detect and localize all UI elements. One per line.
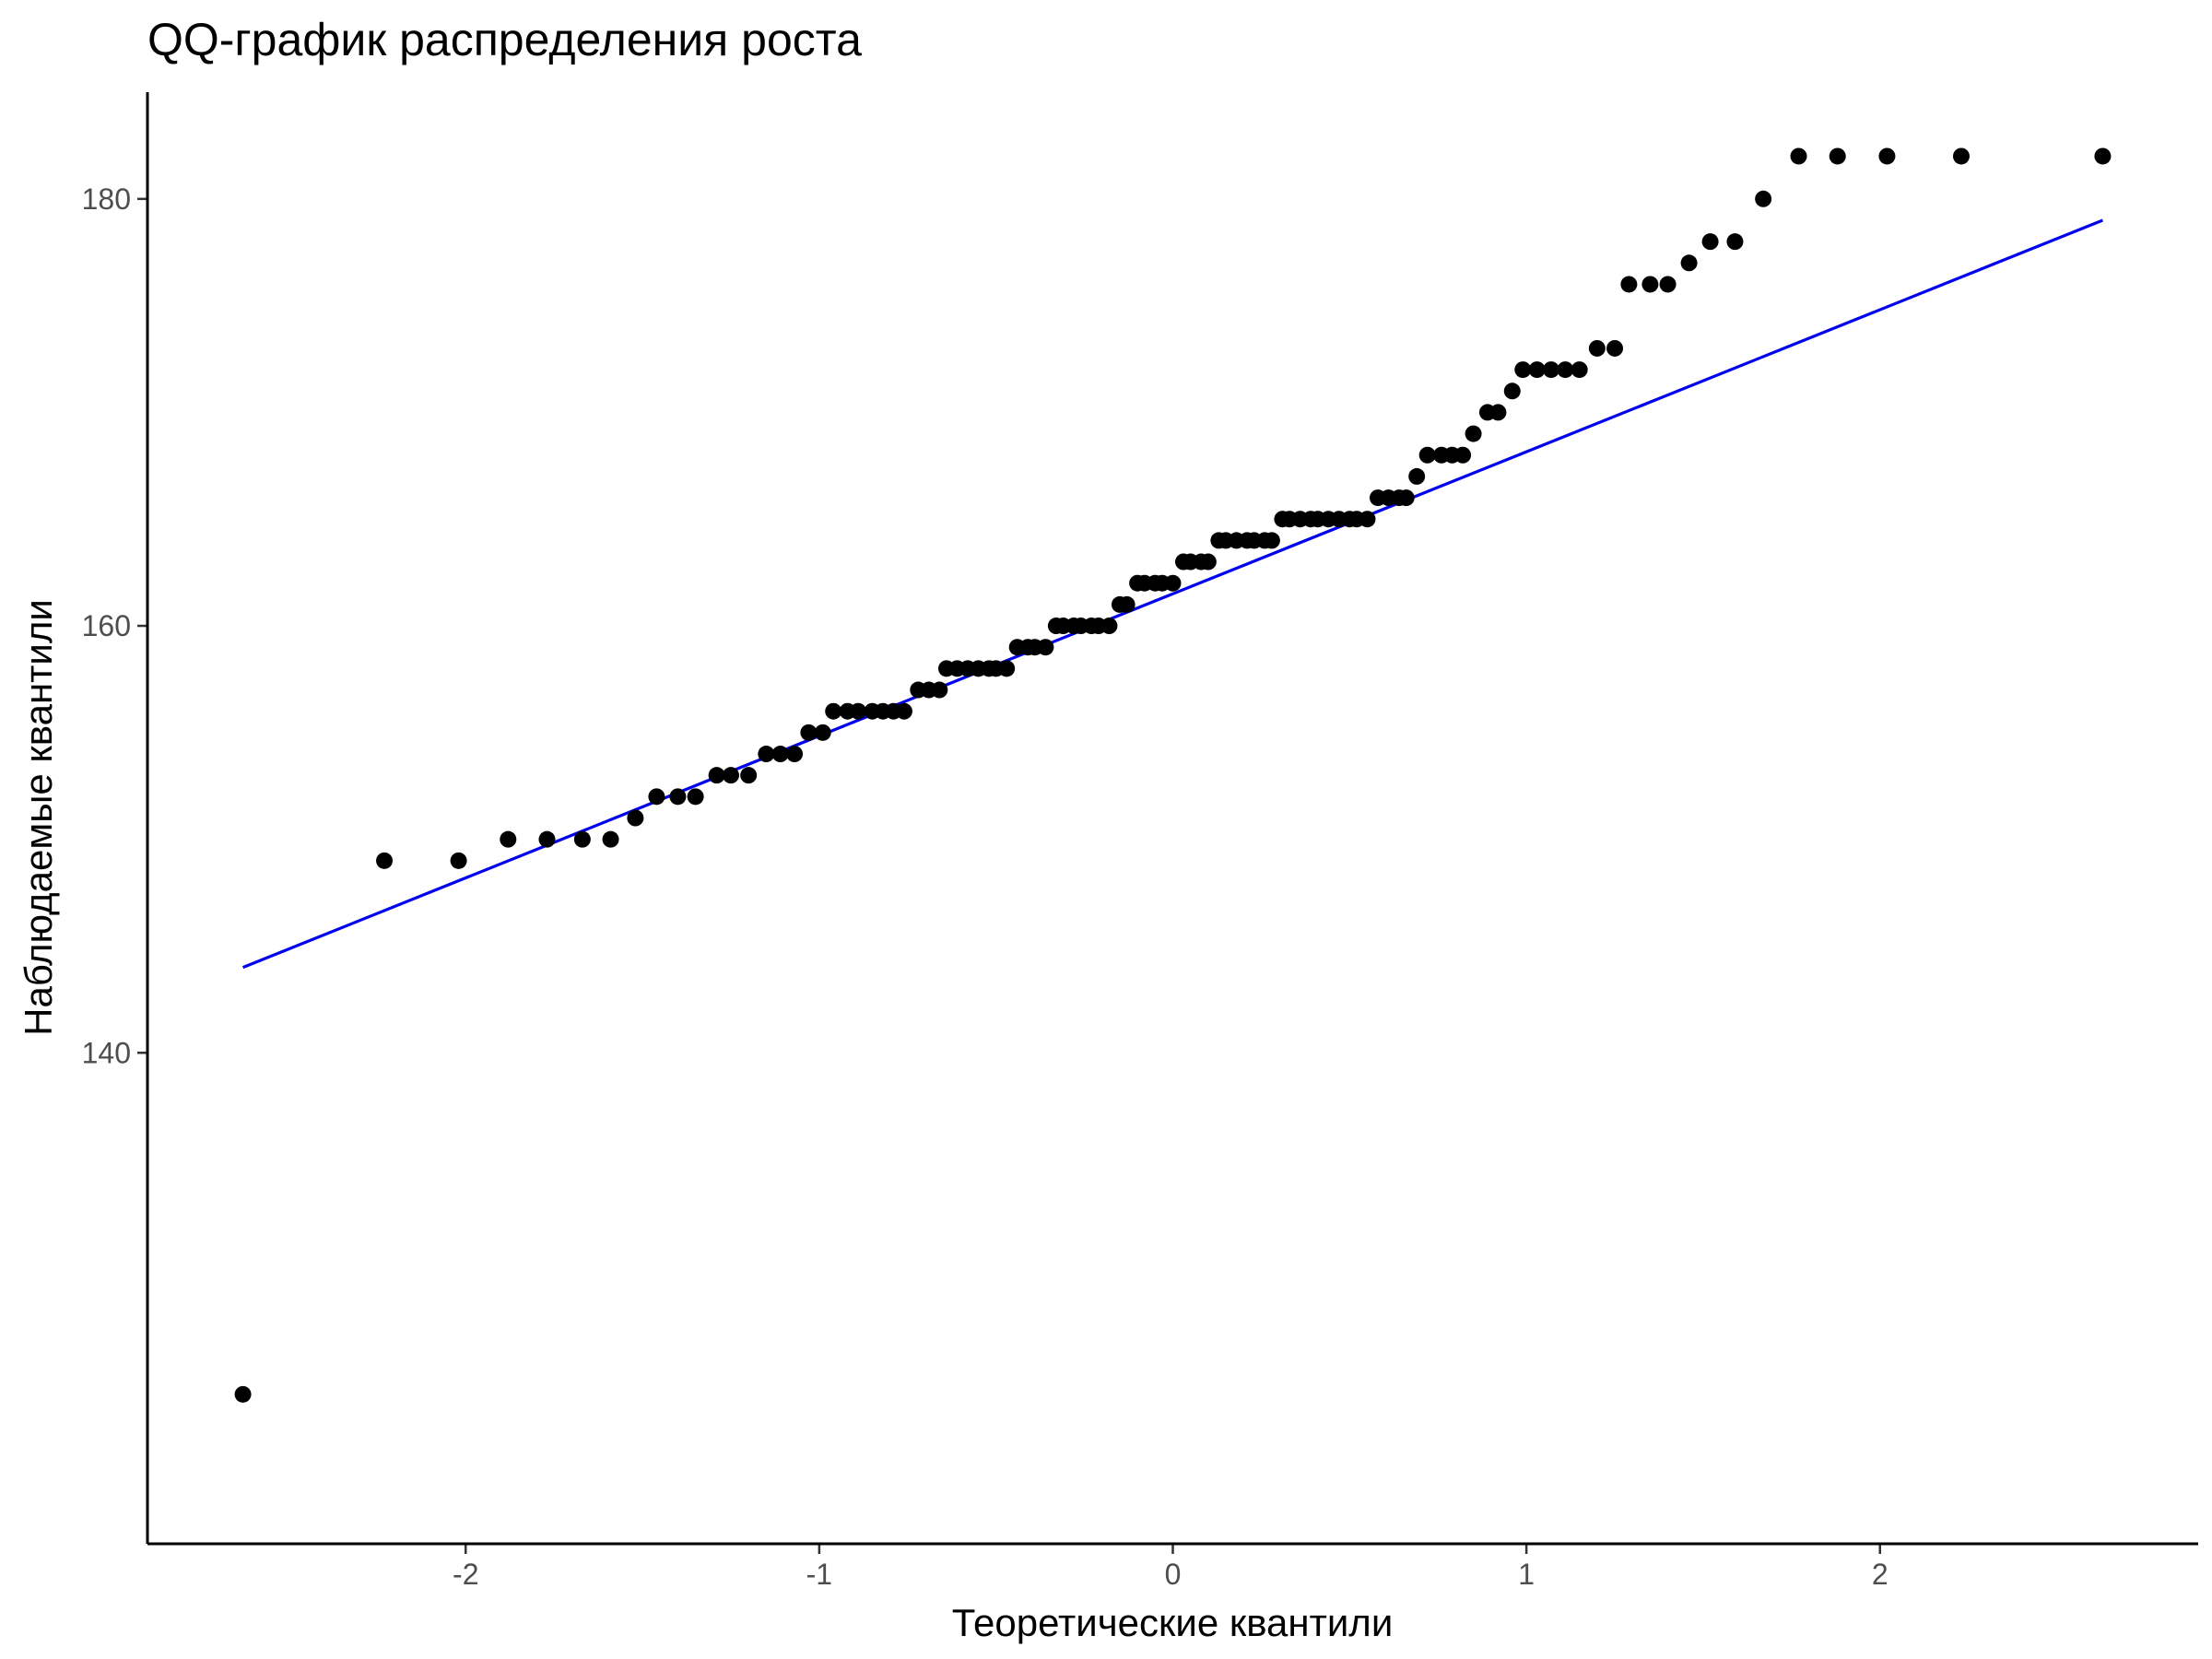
data-point (1118, 595, 1135, 613)
data-point (1755, 190, 1772, 207)
y-tick-label: 160 (82, 609, 131, 642)
data-point (1418, 446, 1436, 464)
y-tick-label: 140 (82, 1036, 131, 1069)
data-point (1465, 425, 1482, 442)
axis-ticks: -2 -1 0 1 2 140 160 180 (82, 182, 1888, 1591)
data-point (450, 852, 467, 869)
x-tick-label: 0 (1165, 1558, 1182, 1591)
data-point (1408, 467, 1426, 485)
data-point (648, 788, 665, 806)
data-point (500, 830, 517, 848)
data-point (1199, 553, 1217, 571)
data-point (1878, 147, 1896, 165)
reference-line (241, 218, 2104, 970)
data-point (1397, 489, 1415, 507)
data-point (825, 702, 842, 720)
data-point (1952, 147, 1970, 165)
data-point (1528, 361, 1546, 379)
data-point (1726, 233, 1744, 251)
data-point (1557, 361, 1574, 379)
data-point (800, 724, 818, 741)
x-tick-label: -1 (806, 1558, 832, 1591)
data-point (1588, 339, 1606, 357)
data-point (1100, 618, 1118, 635)
data-point (1641, 276, 1659, 293)
data-point (1620, 276, 1638, 293)
data-point (895, 702, 912, 720)
chart-title: QQ-график распределения роста (147, 14, 862, 65)
data-point (931, 681, 948, 699)
data-point (1454, 446, 1472, 464)
data-point (1701, 233, 1719, 251)
data-point (814, 724, 831, 741)
data-point (771, 746, 789, 763)
data-point (376, 852, 394, 869)
data-point (669, 788, 687, 806)
data-point (1659, 276, 1677, 293)
data-point (1790, 147, 1807, 165)
data-point (1263, 532, 1280, 549)
data-point (602, 830, 619, 848)
data-point (627, 809, 644, 827)
y-tick-label: 180 (82, 182, 131, 216)
data-point (850, 702, 867, 720)
data-point (1503, 382, 1521, 400)
data-point (234, 1385, 252, 1403)
data-point (998, 660, 1016, 677)
data-point (740, 767, 758, 784)
data-points (234, 147, 2112, 1403)
data-point (1571, 361, 1588, 379)
x-tick-label: 2 (1872, 1558, 1888, 1591)
data-point (722, 767, 739, 784)
data-point (758, 746, 775, 763)
x-tick-label: -2 (453, 1558, 478, 1591)
data-point (786, 746, 804, 763)
x-tick-label: 1 (1518, 1558, 1535, 1591)
data-point (1164, 574, 1182, 592)
data-point (1359, 511, 1376, 528)
data-point (1680, 254, 1698, 272)
y-axis-title: Наблюдаемые квантили (17, 599, 60, 1036)
data-point (1542, 361, 1559, 379)
data-point (1606, 339, 1624, 357)
data-point (1829, 147, 1846, 165)
data-point (2094, 147, 2112, 165)
data-point (1489, 404, 1507, 421)
data-point (538, 830, 556, 848)
data-point (1037, 639, 1054, 656)
data-point (1514, 361, 1532, 379)
data-point (573, 830, 591, 848)
data-point (708, 767, 725, 784)
x-axis-title: Теоретические квантили (952, 1601, 1394, 1644)
data-point (687, 788, 704, 806)
